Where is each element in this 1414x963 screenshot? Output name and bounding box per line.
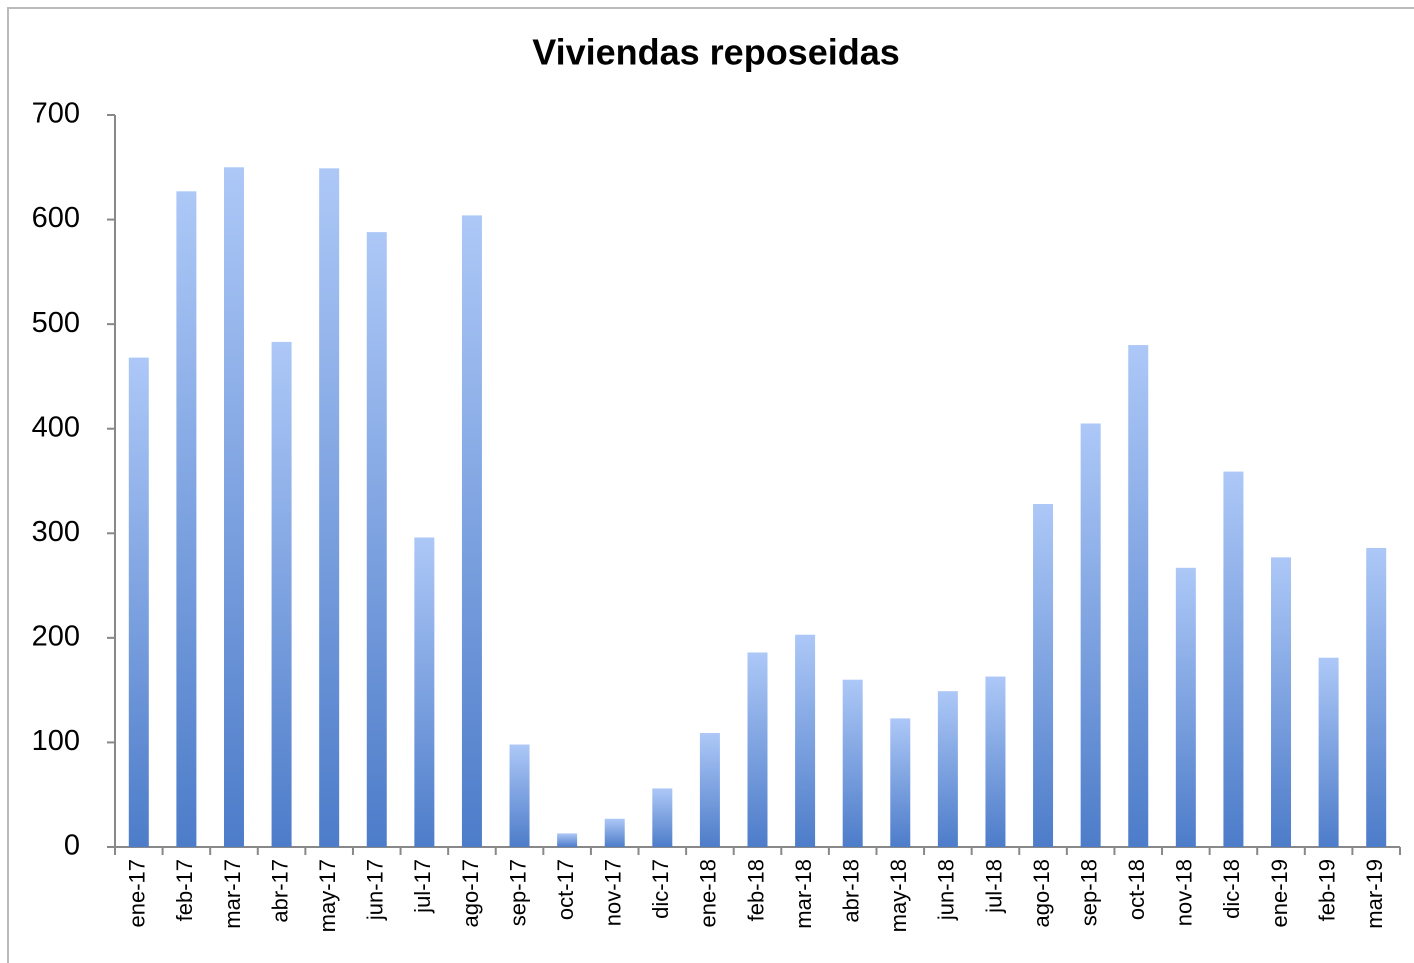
bar xyxy=(747,652,768,847)
y-tick-label: 200 xyxy=(32,621,80,653)
x-tick-label: oct-17 xyxy=(553,859,578,920)
x-tick-label: ene-19 xyxy=(1267,859,1292,928)
x-tick-label: sep-17 xyxy=(505,859,530,926)
bar xyxy=(1175,567,1196,847)
x-tick-label: abr-17 xyxy=(267,859,292,923)
bar xyxy=(604,818,625,847)
bar xyxy=(937,691,958,847)
bar xyxy=(461,215,482,848)
x-tick-label: dic-18 xyxy=(1219,859,1244,919)
y-tick-label: 100 xyxy=(32,725,80,757)
bar xyxy=(319,168,340,847)
bar xyxy=(795,634,816,847)
x-tick-label: feb-19 xyxy=(1314,859,1339,921)
x-tick-label: may-17 xyxy=(315,859,340,932)
bar xyxy=(176,191,197,847)
x-tick-label: sep-18 xyxy=(1076,859,1101,926)
x-tick-label: ene-18 xyxy=(696,859,721,928)
y-tick-label: 500 xyxy=(32,307,80,339)
x-tick-label: feb-18 xyxy=(743,859,768,921)
bar xyxy=(1223,471,1244,847)
bar xyxy=(1080,423,1101,847)
x-tick-label: dic-17 xyxy=(648,859,673,919)
bar xyxy=(128,357,149,847)
bar xyxy=(890,718,911,847)
bar xyxy=(985,676,1006,847)
x-tick-label: ago-18 xyxy=(1029,859,1054,928)
x-tick-label: mar-17 xyxy=(220,859,245,929)
chart-border xyxy=(7,7,1414,963)
bar xyxy=(652,788,673,847)
bar xyxy=(1271,557,1292,847)
x-tick-label: nov-18 xyxy=(1172,859,1197,926)
x-tick-label: abr-18 xyxy=(838,859,863,923)
y-tick-label: 300 xyxy=(32,516,80,548)
x-tick-label: may-18 xyxy=(886,859,911,932)
y-tick-label: 600 xyxy=(32,202,80,234)
x-tick-label: jul-18 xyxy=(981,859,1006,914)
x-tick-label: jul-17 xyxy=(410,859,435,914)
bar xyxy=(1128,345,1149,847)
bar xyxy=(271,341,292,847)
x-tick-label: nov-17 xyxy=(601,859,626,926)
y-tick-label: 0 xyxy=(64,830,80,862)
x-tick-label: jun-18 xyxy=(934,859,959,921)
x-tick-label: ene-17 xyxy=(125,859,150,928)
x-tick-label: mar-19 xyxy=(1362,859,1387,929)
y-tick-label: 700 xyxy=(32,98,80,130)
bar xyxy=(414,537,435,847)
bar xyxy=(1033,504,1054,847)
bar xyxy=(223,167,244,848)
bar xyxy=(557,833,578,847)
bar xyxy=(509,744,530,847)
y-tick-label: 400 xyxy=(32,411,80,443)
x-tick-label: mar-18 xyxy=(791,859,816,929)
x-tick-label: ago-17 xyxy=(458,859,483,928)
chart-title: Viviendas reposeidas xyxy=(532,32,900,73)
x-tick-label: jun-17 xyxy=(363,859,388,921)
bar xyxy=(699,733,720,847)
bar xyxy=(842,679,863,847)
x-tick-label: oct-18 xyxy=(1124,859,1149,920)
bar xyxy=(366,232,387,847)
x-tick-label: feb-17 xyxy=(172,859,197,921)
bar xyxy=(1366,547,1387,847)
bar xyxy=(1318,657,1339,847)
